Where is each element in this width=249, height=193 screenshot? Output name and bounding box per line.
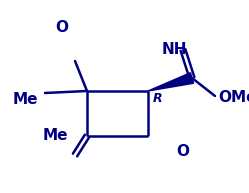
Text: NH: NH xyxy=(162,42,187,58)
Text: Me: Me xyxy=(12,92,38,108)
Polygon shape xyxy=(148,73,193,91)
Text: Me: Me xyxy=(43,128,68,142)
Text: O: O xyxy=(56,20,68,36)
Text: O: O xyxy=(177,145,189,159)
Text: OMe: OMe xyxy=(218,90,249,104)
Text: R: R xyxy=(153,91,163,104)
